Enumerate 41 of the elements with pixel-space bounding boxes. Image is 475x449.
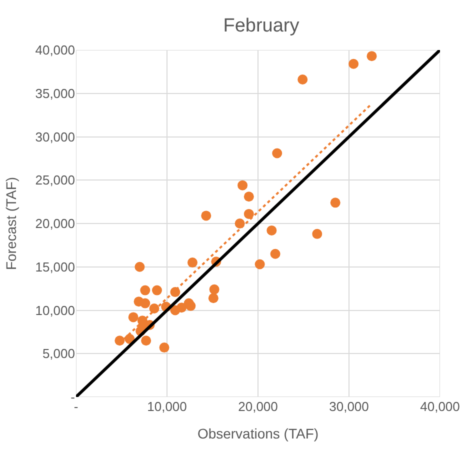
point: [208, 293, 218, 304]
y-tick-label: 35,000: [35, 86, 75, 101]
x-tick-label: 30,000: [329, 399, 369, 414]
y-tick-label: 20,000: [35, 216, 75, 232]
point: [234, 218, 245, 228]
point: [159, 342, 170, 353]
point: [141, 336, 152, 346]
point: [176, 302, 187, 313]
point: [298, 74, 308, 84]
point: [128, 312, 138, 322]
y-tick-label: 40,000: [35, 42, 75, 58]
y-tick-label: 5,000: [42, 346, 75, 362]
y-tick-label: 15,000: [35, 259, 75, 274]
x-axis-title: Observations (TAF): [197, 425, 319, 442]
point: [186, 300, 196, 311]
y-tick-label: 10,000: [35, 302, 75, 318]
point: [201, 210, 212, 221]
point: [244, 208, 254, 219]
point: [330, 198, 340, 208]
point: [134, 262, 145, 272]
point: [238, 180, 248, 190]
y-axis-title: Forecast (TAF): [2, 176, 19, 270]
point: [209, 284, 220, 294]
point: [140, 298, 150, 308]
point: [312, 228, 322, 239]
point: [152, 285, 162, 296]
point: [254, 259, 265, 270]
point: [270, 248, 280, 259]
y-tick-label: 30,000: [35, 129, 75, 144]
y-tick-label: 25,000: [35, 172, 75, 188]
point: [140, 285, 150, 296]
point: [366, 51, 377, 62]
x-tick-label: 10,000: [147, 399, 187, 414]
chart-title: February: [223, 15, 300, 36]
point: [187, 258, 198, 268]
x-tick-label: 40,000: [420, 399, 460, 414]
point: [244, 192, 254, 202]
point: [348, 58, 359, 69]
x-tick-label: 20,000: [238, 399, 278, 414]
point: [266, 225, 277, 236]
point: [272, 148, 282, 158]
